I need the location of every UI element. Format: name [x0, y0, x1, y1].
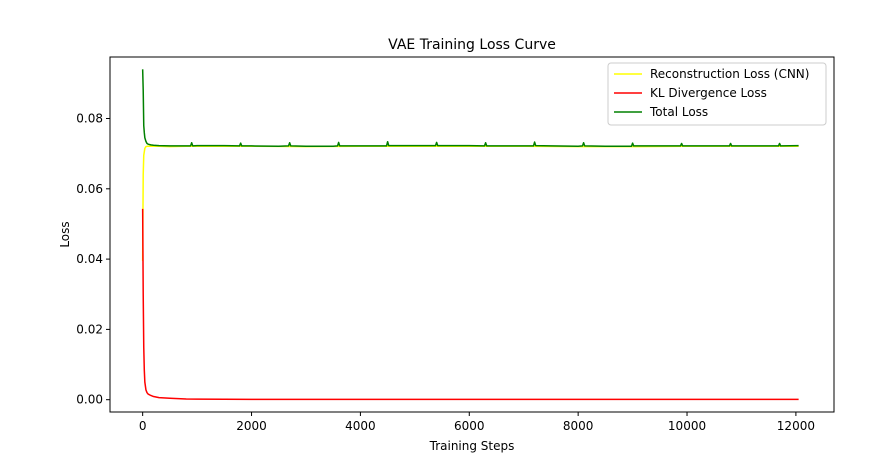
y-axis: 0.00 0.02 0.04 0.06 0.08 [76, 112, 110, 407]
x-tick-label: 4000 [345, 419, 376, 433]
y-tick-label: 0.06 [76, 182, 103, 196]
y-tick-label: 0.04 [76, 252, 103, 266]
x-tick-label: 12000 [777, 419, 815, 433]
legend-box [607, 62, 827, 126]
x-tick-label: 10000 [668, 419, 706, 433]
x-tick-label: 8000 [563, 419, 594, 433]
x-axis-label: Training Steps [429, 439, 515, 453]
x-tick-label: 2000 [236, 419, 267, 433]
series-line-0 [141, 145, 799, 261]
legend-label: Total Loss [649, 105, 708, 119]
x-tick-label: 0 [139, 419, 147, 433]
y-tick-label: 0.08 [76, 112, 103, 126]
series-line-1 [141, 208, 799, 401]
series-line-2 [141, 69, 799, 148]
chart-title: VAE Training Loss Curve [388, 37, 556, 53]
legend: Reconstruction Loss (CNN) KL Divergence L… [607, 62, 827, 126]
axes-frame [109, 56, 835, 413]
y-tick-label: 0.00 [76, 393, 103, 407]
legend-label: Reconstruction Loss (CNN) [650, 67, 809, 81]
x-axis: 0 2000 4000 6000 8000 10000 12000 [139, 412, 815, 433]
plot-area [141, 69, 799, 401]
legend-label: KL Divergence Loss [650, 86, 767, 100]
y-tick-label: 0.02 [76, 322, 103, 336]
x-tick-label: 6000 [454, 419, 485, 433]
y-axis-label: Loss [58, 221, 72, 247]
